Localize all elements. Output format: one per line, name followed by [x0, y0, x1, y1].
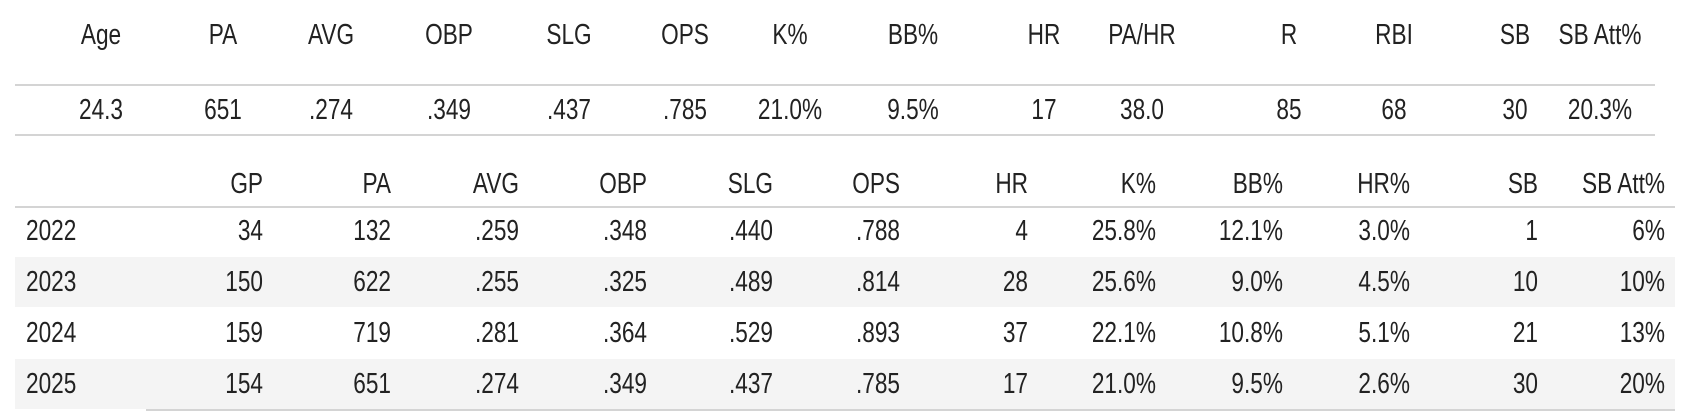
- column-header: OBP: [599, 168, 647, 200]
- column-header: HR%: [1357, 168, 1410, 200]
- column-header: AVG: [307, 19, 355, 51]
- stat-value: 21: [1512, 317, 1538, 349]
- stat-value: 38.0: [1119, 94, 1165, 126]
- season-label: 2023: [26, 266, 77, 298]
- stat-value: .348: [602, 215, 647, 247]
- stat-value: 2.6%: [1358, 368, 1410, 400]
- column-header: SLG: [727, 168, 773, 200]
- stat-value: 22.1%: [1091, 317, 1156, 349]
- stat-value: 12.1%: [1218, 215, 1283, 247]
- stat-value: .529: [728, 317, 773, 349]
- stat-value: 37: [1002, 317, 1028, 349]
- stat-value: .893: [855, 317, 900, 349]
- column-header: GP: [230, 168, 263, 200]
- column-header: OPS: [661, 19, 709, 51]
- stat-value: .274: [474, 368, 519, 400]
- divider: [15, 134, 1655, 136]
- stat-value: 25.6%: [1091, 266, 1156, 298]
- stat-value: 28: [1002, 266, 1028, 298]
- stat-value: 132: [353, 215, 391, 247]
- stat-value: 159: [225, 317, 263, 349]
- stat-value: .437: [546, 94, 592, 126]
- stat-value: 24.3: [78, 94, 124, 126]
- stat-value: 651: [204, 94, 242, 126]
- stat-value: 10.8%: [1218, 317, 1283, 349]
- column-header: K%: [1120, 168, 1156, 200]
- stat-value: 21.0%: [757, 94, 823, 126]
- stat-value: .281: [474, 317, 519, 349]
- stat-value: 4.5%: [1358, 266, 1410, 298]
- stat-value: .255: [474, 266, 519, 298]
- stat-value: .489: [728, 266, 773, 298]
- column-header: OBP: [425, 19, 473, 51]
- column-header: AVG: [472, 168, 519, 200]
- stat-value: .785: [855, 368, 900, 400]
- column-header: BB%: [1232, 168, 1283, 200]
- stat-value: 17: [1031, 94, 1057, 126]
- divider: [146, 409, 1675, 411]
- stat-value: 9.5%: [887, 94, 939, 126]
- stat-value: 622: [353, 266, 391, 298]
- column-header: PA: [208, 19, 238, 51]
- stat-value: 6%: [1632, 215, 1665, 247]
- column-header: PA: [362, 168, 391, 200]
- stat-value: .785: [662, 94, 708, 126]
- stat-value: .440: [728, 215, 773, 247]
- column-header: BB%: [887, 19, 939, 51]
- stat-value: 9.0%: [1231, 266, 1283, 298]
- divider: [15, 206, 1675, 208]
- stat-value: .788: [855, 215, 900, 247]
- stat-value: .349: [602, 368, 647, 400]
- stat-value: 4: [1015, 215, 1028, 247]
- stat-value: 719: [353, 317, 391, 349]
- row-stripe: [15, 359, 1675, 409]
- column-header: K%: [772, 19, 808, 51]
- column-header: SB Att%: [1558, 19, 1642, 51]
- stat-value: .325: [602, 266, 647, 298]
- stat-value: 3.0%: [1358, 215, 1410, 247]
- stat-value: 25.8%: [1091, 215, 1156, 247]
- column-header: SB: [1507, 168, 1538, 200]
- column-header: SB Att%: [1582, 168, 1665, 200]
- stat-value: .349: [426, 94, 472, 126]
- stat-value: 30: [1512, 368, 1538, 400]
- stat-value: 21.0%: [1091, 368, 1156, 400]
- stat-value: 9.5%: [1231, 368, 1283, 400]
- stat-value: 13%: [1619, 317, 1665, 349]
- column-header: OPS: [852, 168, 900, 200]
- column-header: HR: [1027, 19, 1061, 51]
- divider: [15, 84, 1655, 86]
- stat-value: 10%: [1619, 266, 1665, 298]
- season-label: 2024: [26, 317, 77, 349]
- stat-value: .814: [855, 266, 900, 298]
- stat-value: 85: [1276, 94, 1302, 126]
- stat-value: 154: [225, 368, 263, 400]
- stat-value: 17: [1002, 368, 1028, 400]
- stat-value: 10: [1512, 266, 1538, 298]
- column-header: HR: [995, 168, 1028, 200]
- stat-value: .274: [308, 94, 354, 126]
- stat-value: 20%: [1619, 368, 1665, 400]
- stat-value: 651: [353, 368, 391, 400]
- season-label: 2025: [26, 368, 77, 400]
- column-header: SB: [1499, 19, 1531, 51]
- stat-value: .259: [474, 215, 519, 247]
- stat-value: 20.3%: [1567, 94, 1633, 126]
- stat-value: 68: [1381, 94, 1407, 126]
- season-label: 2022: [26, 215, 77, 247]
- stat-value: 1: [1525, 215, 1538, 247]
- stat-value: 30: [1502, 94, 1528, 126]
- column-header: SLG: [546, 19, 592, 51]
- stat-value: 5.1%: [1358, 317, 1410, 349]
- column-header: PA/HR: [1108, 19, 1176, 51]
- column-header: RBI: [1375, 19, 1413, 51]
- row-stripe: [15, 257, 1675, 307]
- stat-value: .364: [602, 317, 647, 349]
- stat-value: 150: [225, 266, 263, 298]
- stat-value: .437: [728, 368, 773, 400]
- stat-value: 34: [237, 215, 263, 247]
- column-header: Age: [80, 19, 122, 51]
- column-header: R: [1280, 19, 1298, 51]
